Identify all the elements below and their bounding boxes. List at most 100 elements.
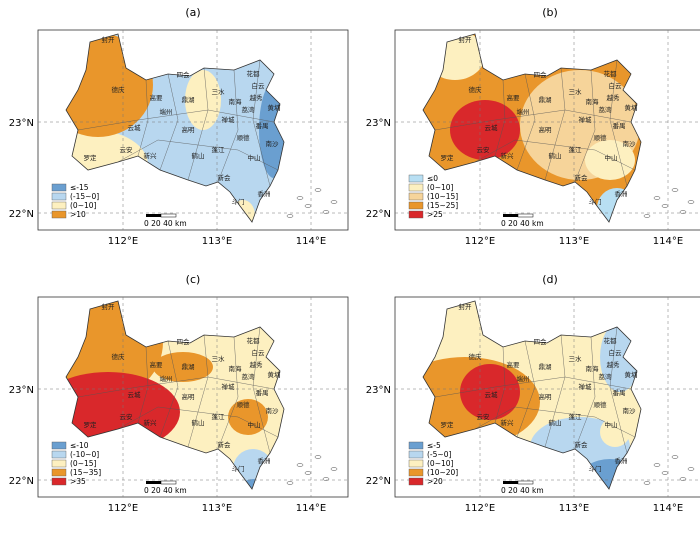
place-name: 高要 (507, 93, 521, 102)
place-name: 南沙 (266, 139, 280, 148)
legend-label: (-5~0] (427, 450, 451, 459)
place-name: 荔湾 (242, 372, 256, 381)
legend-label: ≤0 (427, 174, 438, 183)
zone (450, 100, 520, 160)
legend-swatch (51, 459, 67, 468)
place-name: 四会 (177, 337, 191, 346)
place-name: 花都 (604, 69, 618, 78)
scale-bar (160, 213, 177, 218)
place-name: 新兴 (501, 151, 515, 160)
place-name: 香洲 (258, 189, 271, 198)
lat-label: 23°N (366, 385, 391, 396)
district-boundary (516, 73, 536, 171)
lon-label: 112°E (108, 236, 138, 247)
lon-label: 112°E (465, 503, 495, 514)
legend-label: ≤-10 (70, 441, 89, 450)
lon-label: 113°E (202, 503, 232, 514)
place-name: 顺德 (594, 133, 608, 142)
place-name: 斗门 (232, 197, 245, 206)
region-outline (422, 33, 642, 223)
place-name: 新会 (218, 440, 232, 449)
place-name: 三水 (569, 87, 583, 96)
zones (423, 34, 641, 222)
place-name: 花都 (247, 336, 261, 345)
place-name: 越秀 (607, 93, 621, 102)
legend-swatch (408, 468, 424, 477)
place-name: 黄埔 (625, 103, 639, 112)
place-name: 端州 (160, 374, 173, 383)
scale-bar (503, 214, 518, 217)
district-boundary (474, 406, 636, 438)
place-name: 黄埔 (625, 370, 639, 379)
place-name: 新会 (575, 440, 589, 449)
legend-label: (15~35] (70, 468, 101, 477)
lon-label: 114°E (296, 503, 326, 514)
lat-label: 23°N (9, 385, 34, 396)
district-boundary (159, 340, 179, 438)
legend-swatch (408, 450, 424, 459)
place-name: 顺德 (594, 400, 608, 409)
panel-label: (d) (542, 273, 558, 286)
place-name: 端州 (160, 107, 173, 116)
place-name: 四会 (177, 70, 191, 79)
scale-bar (146, 481, 161, 484)
scale-label: 0 20 40 km (144, 486, 187, 495)
place-name: 香洲 (615, 189, 628, 198)
place-name: 香洲 (258, 456, 271, 465)
district-boundary (434, 376, 632, 398)
place-name: 云城 (485, 124, 499, 132)
place-name: 鼎湖 (182, 95, 196, 104)
lat-label: 22°N (9, 476, 34, 487)
panel-label: (a) (185, 6, 200, 19)
place-name: 高明 (539, 392, 553, 401)
zone (460, 364, 520, 420)
place-name: 南海 (229, 364, 243, 373)
island (296, 463, 304, 467)
lon-label: 114°E (653, 503, 683, 514)
place-name: 番禺 (256, 122, 269, 130)
legend-label: (0~10] (427, 183, 454, 192)
zone (585, 140, 635, 180)
place-name: 中山 (605, 420, 618, 429)
place-name: 花都 (604, 336, 618, 345)
place-name: 德庆 (469, 352, 483, 361)
place-name: 高明 (539, 125, 553, 134)
district-boundary (574, 69, 596, 183)
place-name: 南沙 (623, 406, 637, 415)
island (296, 196, 304, 200)
place-name: 禅城 (579, 115, 593, 124)
place-name: 中山 (248, 153, 261, 162)
place-name: 罗定 (441, 153, 455, 162)
place-name: 四会 (534, 337, 548, 346)
place-name: 越秀 (250, 93, 264, 102)
place-name: 端州 (517, 374, 530, 383)
place-name: 南沙 (623, 139, 637, 148)
lat-label: 23°N (366, 118, 391, 129)
place-name: 鼎湖 (539, 362, 553, 371)
district-boundary (252, 326, 271, 454)
place-name: 云城 (485, 391, 499, 399)
district-boundary (137, 79, 149, 157)
legend-swatch (408, 192, 424, 201)
island (661, 204, 669, 208)
legend-label: >10 (70, 210, 86, 219)
district-boundary (77, 109, 275, 131)
legend-label: >20 (427, 477, 443, 486)
district-boundary (574, 336, 596, 450)
district-boundary (494, 346, 506, 424)
legend-swatch (51, 201, 67, 210)
place-name: 高明 (182, 125, 196, 134)
legend-label: ≤-5 (427, 441, 441, 450)
place-name: 白云 (609, 81, 623, 90)
place-name: 云安 (120, 145, 134, 154)
region-outline (422, 300, 642, 490)
place-name: 黄埔 (268, 103, 282, 112)
district-boundary (137, 346, 149, 424)
place-name: 德庆 (112, 85, 126, 94)
place-name: 云安 (477, 145, 491, 154)
island (653, 463, 661, 467)
legend-swatch (51, 468, 67, 477)
island (286, 481, 294, 485)
